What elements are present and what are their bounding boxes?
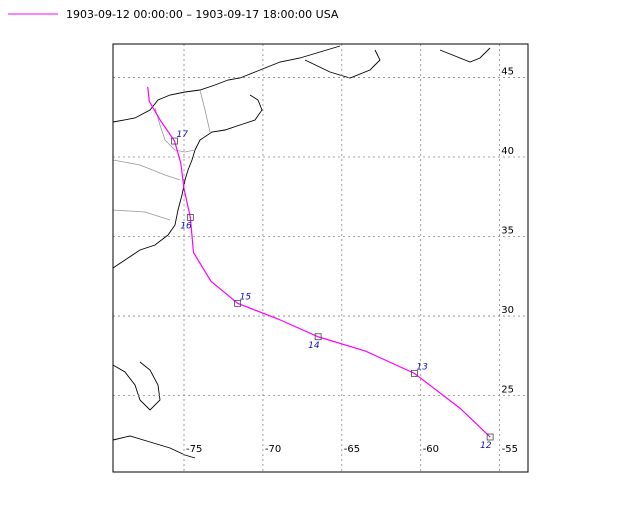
day-label: 15 <box>240 292 252 302</box>
x-tick-label: -55 <box>502 444 518 455</box>
day-label: 12 <box>480 441 492 451</box>
day-label: 17 <box>177 130 189 140</box>
track-point <box>171 137 178 145</box>
y-tick-label: 25 <box>501 385 514 396</box>
x-tick-label: -70 <box>265 444 281 455</box>
x-tick-label: -60 <box>423 444 439 455</box>
x-tick-label: -75 <box>186 444 202 455</box>
map-title: 1903-09-12 00:00:00 – 1903-09-17 18:00:0… <box>66 8 339 21</box>
x-tick-label: -65 <box>344 444 360 455</box>
map-frame <box>112 43 529 473</box>
y-tick-label: 45 <box>501 66 514 77</box>
track-point <box>186 214 194 221</box>
day-label: 13 <box>416 362 428 372</box>
track-point <box>314 333 322 341</box>
y-tick-label: 30 <box>501 305 514 316</box>
map-layer: -75 -70 -65 -60 -55 25 30 35 40 45 12 13 14 15 16 17 <box>113 44 528 472</box>
y-tick-label: 35 <box>501 226 514 237</box>
day-label: 16 <box>180 221 192 231</box>
track-point <box>486 433 494 441</box>
track-point <box>234 299 242 307</box>
track-point <box>410 369 418 377</box>
day-label: 14 <box>308 341 320 351</box>
storm-track <box>147 86 491 438</box>
coastlines <box>112 45 491 459</box>
y-tick-label: 40 <box>501 146 514 157</box>
